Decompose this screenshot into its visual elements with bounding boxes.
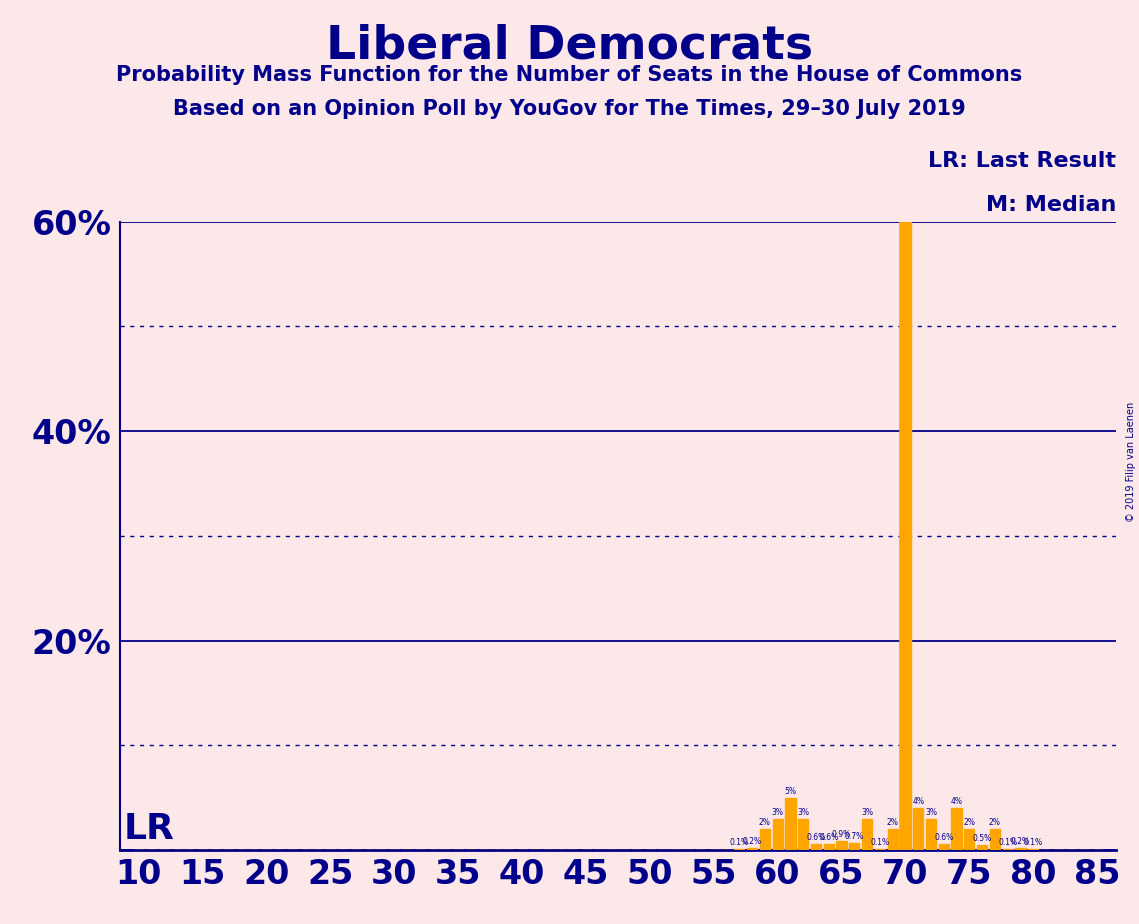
Bar <box>951 808 961 850</box>
Text: 3%: 3% <box>861 808 874 817</box>
Text: LR: LR <box>123 812 174 845</box>
Bar <box>798 819 809 850</box>
Text: 3%: 3% <box>925 808 937 817</box>
Bar <box>850 843 860 850</box>
Text: LR: Last Result: LR: Last Result <box>928 152 1116 172</box>
Bar <box>1029 849 1039 850</box>
Text: 3%: 3% <box>797 808 809 817</box>
Text: 0.1%: 0.1% <box>870 838 890 847</box>
Text: 0.1%: 0.1% <box>730 838 748 847</box>
Text: 0.6%: 0.6% <box>819 833 838 842</box>
Bar <box>965 829 974 850</box>
Bar <box>1015 848 1025 850</box>
Text: 0.6%: 0.6% <box>806 833 826 842</box>
Text: Liberal Democrats: Liberal Democrats <box>326 23 813 68</box>
Text: © 2019 Filip van Laenen: © 2019 Filip van Laenen <box>1126 402 1136 522</box>
Bar <box>900 222 910 850</box>
Bar <box>1002 849 1013 850</box>
Text: 60%: 60% <box>896 211 913 220</box>
Text: Based on an Opinion Poll by YouGov for The Times, 29–30 July 2019: Based on an Opinion Poll by YouGov for T… <box>173 99 966 119</box>
Bar <box>862 819 872 850</box>
Text: 4%: 4% <box>951 797 962 806</box>
Bar <box>760 829 770 850</box>
Bar <box>823 844 834 850</box>
Bar <box>939 844 949 850</box>
Text: 0.7%: 0.7% <box>845 832 863 841</box>
Bar <box>875 849 885 850</box>
Text: 2%: 2% <box>964 818 975 827</box>
Text: Probability Mass Function for the Number of Seats in the House of Commons: Probability Mass Function for the Number… <box>116 65 1023 85</box>
Text: 2%: 2% <box>989 818 1001 827</box>
Text: M: Median: M: Median <box>986 196 1116 215</box>
Text: 5%: 5% <box>785 786 796 796</box>
Bar <box>977 845 988 850</box>
Text: 2%: 2% <box>886 818 899 827</box>
Bar <box>785 797 795 850</box>
Bar <box>735 849 745 850</box>
Text: 0.1%: 0.1% <box>1024 838 1042 847</box>
Text: 3%: 3% <box>771 808 784 817</box>
Text: 0.1%: 0.1% <box>998 838 1017 847</box>
Text: 0.5%: 0.5% <box>973 833 992 843</box>
Text: 2%: 2% <box>759 818 771 827</box>
Text: 0.2%: 0.2% <box>743 837 762 845</box>
Bar <box>990 829 1000 850</box>
Text: 0.2%: 0.2% <box>1010 837 1030 845</box>
Bar <box>811 844 821 850</box>
Text: 4%: 4% <box>912 797 924 806</box>
Text: 0.9%: 0.9% <box>831 830 851 839</box>
Bar <box>926 819 936 850</box>
Bar <box>887 829 898 850</box>
Bar <box>772 819 782 850</box>
Bar <box>836 841 846 850</box>
Text: 0.6%: 0.6% <box>934 833 953 842</box>
Bar <box>913 808 924 850</box>
Bar <box>747 848 757 850</box>
